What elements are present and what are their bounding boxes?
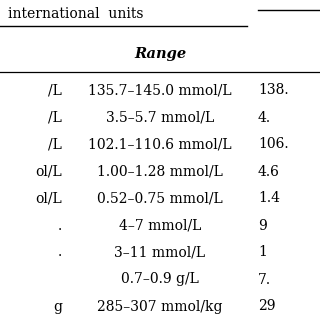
Text: 4–7 mmol/L: 4–7 mmol/L	[119, 219, 201, 233]
Text: 285–307 mmol/kg: 285–307 mmol/kg	[97, 300, 223, 314]
Text: international  units: international units	[8, 7, 143, 21]
Text: ol/L: ol/L	[35, 191, 62, 205]
Text: .: .	[58, 219, 62, 233]
Text: 135.7–145.0 mmol/L: 135.7–145.0 mmol/L	[88, 84, 232, 98]
Text: /L: /L	[48, 84, 62, 98]
Text: 4.6: 4.6	[258, 164, 280, 179]
Text: 138.: 138.	[258, 84, 289, 98]
Text: /L: /L	[48, 138, 62, 151]
Text: 0.7–0.9 g/L: 0.7–0.9 g/L	[121, 273, 199, 286]
Text: 1.4: 1.4	[258, 191, 280, 205]
Text: ol/L: ol/L	[35, 164, 62, 179]
Text: 0.52–0.75 mmol/L: 0.52–0.75 mmol/L	[97, 191, 223, 205]
Text: 102.1–110.6 mmol/L: 102.1–110.6 mmol/L	[88, 138, 232, 151]
Text: 1.00–1.28 mmol/L: 1.00–1.28 mmol/L	[97, 164, 223, 179]
Text: 9: 9	[258, 219, 267, 233]
Text: 106.: 106.	[258, 138, 289, 151]
Text: 7.: 7.	[258, 273, 271, 286]
Text: .: .	[58, 245, 62, 260]
Text: /L: /L	[48, 110, 62, 124]
Text: 3–11 mmol/L: 3–11 mmol/L	[115, 245, 205, 260]
Text: 4.: 4.	[258, 110, 271, 124]
Text: 29: 29	[258, 300, 276, 314]
Text: g: g	[53, 300, 62, 314]
Text: 1: 1	[258, 245, 267, 260]
Text: Range: Range	[134, 47, 186, 61]
Text: 3.5–5.7 mmol/L: 3.5–5.7 mmol/L	[106, 110, 214, 124]
